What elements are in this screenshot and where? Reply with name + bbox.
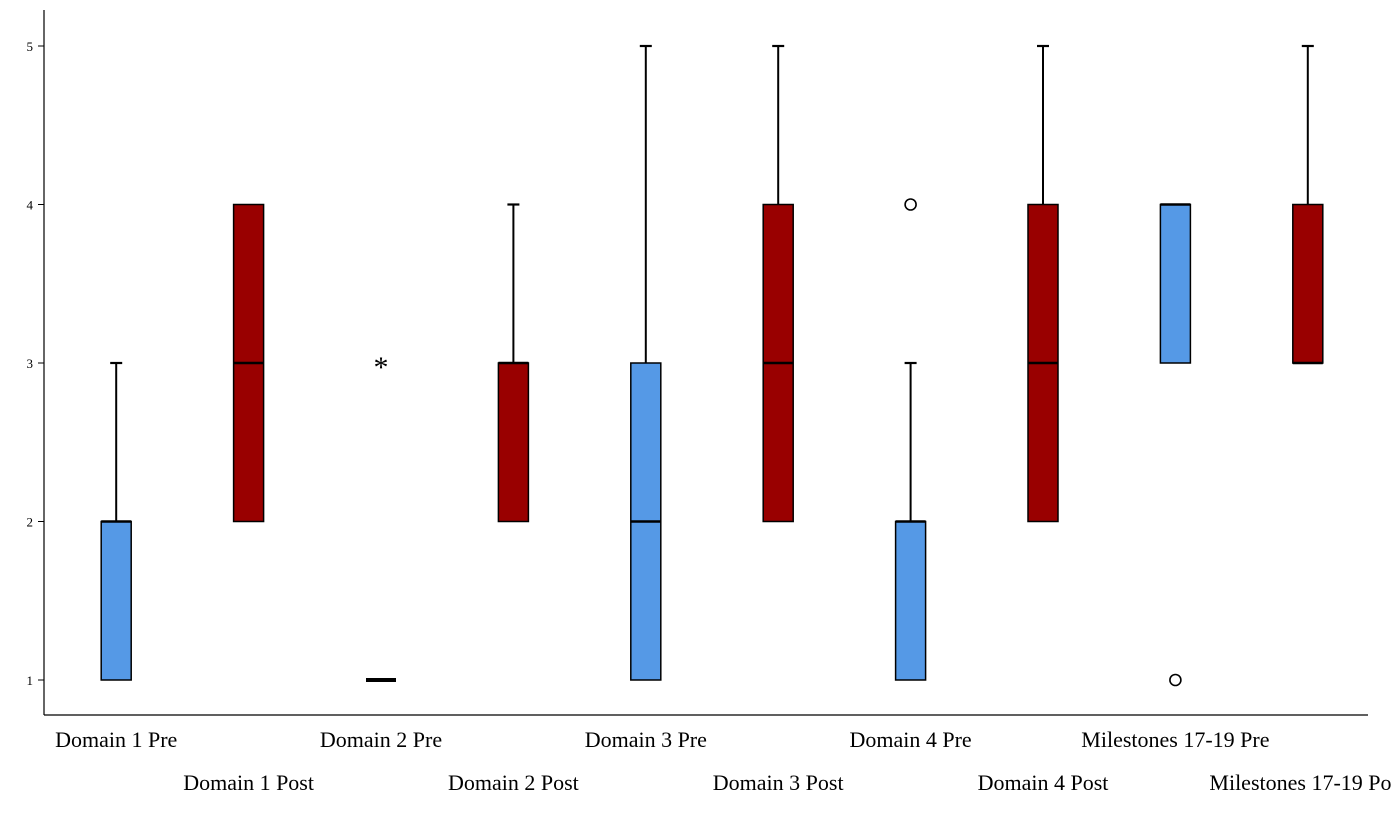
box-4	[497, 203, 530, 523]
category-label: Domain 2 Pre	[320, 727, 442, 752]
box-7	[894, 198, 927, 681]
box-iqr	[497, 362, 530, 523]
y-tick-label: 1	[27, 673, 34, 688]
y-tick-label: 5	[27, 39, 34, 54]
y-tick-label: 3	[27, 356, 34, 371]
outlier-point	[1169, 673, 1182, 687]
box-iqr	[1292, 203, 1324, 364]
box-iqr	[1159, 203, 1192, 364]
category-label: Domain 3 Pre	[585, 727, 707, 752]
y-tick-label: 4	[27, 198, 34, 213]
box-3: *	[366, 351, 396, 682]
box-1	[100, 361, 132, 681]
category-label: Milestones 17-19 Pre	[1081, 727, 1269, 752]
category-label: Milestones 17-19 Post	[1209, 770, 1392, 795]
box-iqr	[894, 520, 927, 681]
extreme-point: *	[374, 351, 389, 384]
box-8	[1027, 44, 1059, 523]
y-tick-label: 2	[27, 515, 34, 530]
category-label: Domain 1 Post	[183, 770, 314, 795]
box-iqr-collapsed	[366, 678, 396, 682]
box-2	[232, 203, 265, 523]
box-iqr	[100, 520, 132, 681]
outlier-point	[904, 198, 917, 211]
box-5	[630, 44, 662, 681]
box-6	[762, 44, 794, 523]
category-label: Domain 2 Post	[448, 770, 579, 795]
category-label: Domain 4 Pre	[849, 727, 971, 752]
box-9	[1159, 203, 1192, 687]
category-label: Domain 3 Post	[713, 770, 844, 795]
box-group: *	[100, 44, 1324, 687]
box-10	[1292, 44, 1324, 365]
category-label: Domain 1 Pre	[55, 727, 177, 752]
category-label: Domain 4 Post	[978, 770, 1109, 795]
y-tick-group: 1 2 3 4 5	[27, 39, 44, 688]
